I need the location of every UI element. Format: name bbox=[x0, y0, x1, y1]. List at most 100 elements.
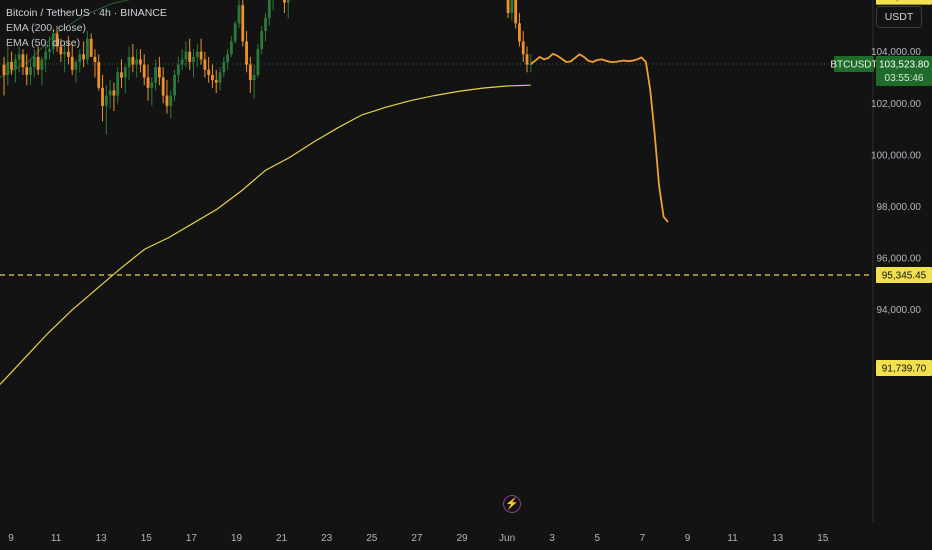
candle-body bbox=[267, 0, 271, 19]
candle-body bbox=[283, 0, 286, 3]
candle-body bbox=[199, 51, 203, 60]
candle-body bbox=[264, 18, 267, 32]
candle-body bbox=[260, 31, 264, 50]
level-badge-bg bbox=[876, 266, 932, 283]
x-tick-label: 27 bbox=[411, 533, 423, 544]
candle-body bbox=[93, 56, 97, 63]
candle-body bbox=[13, 59, 17, 70]
x-tick-label: 5 bbox=[595, 533, 601, 544]
candle-body bbox=[245, 41, 248, 65]
candle-body bbox=[222, 62, 226, 73]
candle-body bbox=[131, 56, 135, 65]
candle-body bbox=[51, 33, 55, 50]
currency-button[interactable]: USDT bbox=[876, 6, 922, 28]
candle-body bbox=[44, 51, 48, 60]
y-axis: 110,000.00108,000.00104,000.00102,000.00… bbox=[871, 47, 922, 316]
candle-body bbox=[6, 62, 10, 75]
chart-legend: Bitcoin / TetherUS · 4h · BINANCE EMA (2… bbox=[6, 6, 167, 51]
x-tick-label: Jun bbox=[499, 533, 515, 544]
candle-body bbox=[521, 41, 525, 55]
ema200-line bbox=[0, 84, 531, 385]
candle-body bbox=[74, 62, 78, 70]
symbol-title[interactable]: Bitcoin / TetherUS · 4h · BINANCE bbox=[6, 7, 167, 19]
candle-body bbox=[104, 95, 108, 106]
candle-body bbox=[150, 82, 154, 88]
x-tick-label: 17 bbox=[186, 533, 198, 544]
candle-body bbox=[112, 90, 116, 96]
candle-body bbox=[25, 67, 29, 75]
x-tick-label: 13 bbox=[772, 533, 784, 544]
price-badge-bg bbox=[876, 55, 932, 86]
candle-body bbox=[211, 74, 214, 81]
x-tick-label: 11 bbox=[727, 533, 738, 544]
candle-body bbox=[252, 74, 256, 81]
candle-body bbox=[173, 74, 176, 96]
candle-body bbox=[180, 59, 184, 65]
candle-body bbox=[192, 56, 195, 63]
ema-lines bbox=[0, 0, 531, 385]
candle-body bbox=[82, 54, 85, 60]
x-tick-label: 25 bbox=[366, 533, 378, 544]
candle-body bbox=[36, 56, 40, 70]
symbol-badge-bg bbox=[834, 55, 874, 72]
candle-body bbox=[207, 69, 211, 75]
candle-body bbox=[241, 5, 245, 42]
x-tick-label: 11 bbox=[51, 533, 62, 544]
candle-body bbox=[230, 41, 233, 55]
candle-body bbox=[237, 5, 241, 24]
candle-body bbox=[10, 62, 13, 70]
candle-body bbox=[89, 38, 93, 57]
price-badge: 103,523.80 bbox=[879, 59, 929, 70]
x-tick-label: 9 bbox=[685, 533, 691, 544]
candle-body bbox=[120, 72, 123, 78]
y-tick-label: 102,000.00 bbox=[871, 99, 921, 110]
projection-line bbox=[530, 52, 669, 223]
candlesticks bbox=[2, 0, 533, 135]
candle-body bbox=[97, 62, 101, 88]
ema200-label[interactable]: EMA (200, close) bbox=[6, 22, 86, 34]
price-badges: 106,133.74 95,345.45 91,739.70 BTCUSDT103,5… bbox=[830, 0, 932, 377]
candle-body bbox=[17, 54, 21, 60]
candle-body bbox=[233, 23, 237, 42]
candle-body bbox=[146, 77, 150, 88]
candle-body bbox=[154, 67, 157, 83]
candle-body bbox=[214, 80, 218, 83]
horizontal-levels bbox=[0, 274, 873, 276]
y-tick-label: 100,000.00 bbox=[871, 150, 921, 161]
candle-body bbox=[514, 0, 518, 24]
candle-body bbox=[59, 46, 63, 55]
x-tick-label: 7 bbox=[640, 533, 646, 544]
countdown-badge: 03:55:46 bbox=[885, 73, 924, 84]
candle-body bbox=[63, 51, 67, 55]
ema50-label[interactable]: EMA (50, close) bbox=[6, 37, 81, 49]
candle-body bbox=[165, 95, 169, 106]
projection-path bbox=[530, 52, 669, 223]
candle-body bbox=[161, 77, 165, 96]
symbol-badge: BTCUSDT bbox=[830, 59, 877, 70]
y-tick-label: 98,000.00 bbox=[877, 202, 922, 213]
candle-body bbox=[203, 59, 207, 70]
x-axis: 9 11 13 15 17 19 21 23 25 27 29 Jun 3 5 7 9 11 13 15 bbox=[8, 533, 829, 544]
lightning-icon[interactable]: ⚡ bbox=[503, 495, 521, 513]
candle-body bbox=[70, 56, 74, 70]
candle-body bbox=[55, 33, 59, 47]
candle-body bbox=[176, 64, 180, 75]
candle-body bbox=[518, 23, 521, 42]
candle-body bbox=[127, 56, 131, 68]
candle-body bbox=[188, 51, 192, 63]
y-tick-label: 104,000.00 bbox=[871, 47, 921, 58]
candle-body bbox=[510, 0, 514, 13]
x-tick-label: 19 bbox=[231, 533, 243, 544]
candle-body bbox=[116, 72, 120, 96]
candle-body bbox=[2, 64, 6, 75]
candle-body bbox=[506, 0, 510, 13]
level-badge-bg bbox=[876, 0, 932, 5]
candle-body bbox=[525, 54, 529, 65]
x-tick-label: 15 bbox=[141, 533, 153, 544]
x-tick-label: 23 bbox=[321, 533, 333, 544]
candle-body bbox=[248, 64, 252, 81]
x-tick-label: 21 bbox=[276, 533, 288, 544]
candle-body bbox=[108, 90, 112, 96]
candle-body bbox=[184, 51, 188, 60]
